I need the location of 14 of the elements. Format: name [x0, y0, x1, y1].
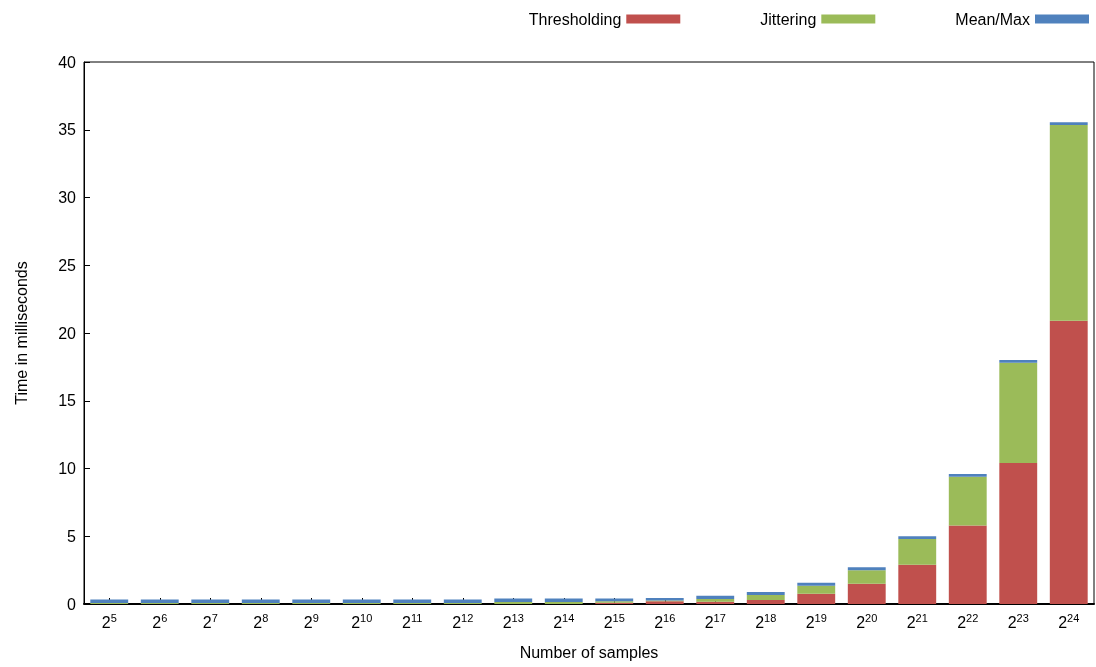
legend-label: Jittering: [760, 10, 817, 28]
y-tick-label: 5: [67, 527, 77, 545]
y-tick-label: 0: [67, 595, 77, 613]
legend-label: Mean/Max: [955, 10, 1030, 28]
y-axis-title: Time in milliseconds: [12, 261, 30, 405]
x-axis-title: Number of samples: [519, 643, 659, 661]
y-tick-label: 35: [58, 121, 77, 139]
y-tick-label: 25: [58, 256, 77, 274]
y-tick-label: 20: [58, 324, 77, 342]
y-tick-label: 40: [58, 53, 77, 71]
y-tick-label: 30: [58, 189, 77, 206]
y-tick-label: 10: [58, 460, 77, 477]
y-tick-label: 15: [58, 392, 77, 410]
legend-label: Thresholding: [528, 10, 622, 28]
